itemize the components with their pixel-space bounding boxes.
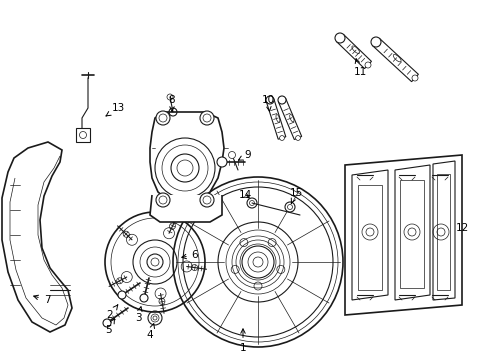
Circle shape	[200, 193, 214, 207]
Polygon shape	[265, 99, 285, 139]
Polygon shape	[394, 165, 429, 300]
Text: 8: 8	[168, 95, 175, 111]
Polygon shape	[150, 195, 222, 222]
Circle shape	[278, 96, 285, 104]
Polygon shape	[345, 155, 461, 315]
Polygon shape	[399, 180, 423, 288]
Text: 7: 7	[34, 295, 50, 305]
Circle shape	[118, 291, 126, 299]
Circle shape	[364, 62, 370, 68]
Polygon shape	[336, 35, 371, 69]
Circle shape	[103, 319, 111, 327]
Circle shape	[228, 152, 235, 158]
Circle shape	[370, 37, 380, 47]
Circle shape	[334, 33, 345, 43]
Polygon shape	[351, 170, 387, 300]
Circle shape	[156, 193, 170, 207]
Polygon shape	[2, 142, 72, 332]
Polygon shape	[76, 128, 90, 142]
Polygon shape	[372, 38, 418, 82]
Circle shape	[156, 111, 170, 125]
Text: 13: 13	[106, 103, 124, 116]
Text: 11: 11	[353, 59, 366, 77]
Text: 6: 6	[182, 250, 198, 260]
Text: 1: 1	[239, 329, 246, 353]
Circle shape	[285, 202, 294, 212]
Circle shape	[265, 96, 273, 104]
Text: 4: 4	[146, 324, 154, 340]
Polygon shape	[432, 161, 454, 300]
Circle shape	[246, 198, 257, 208]
Text: 10: 10	[261, 95, 274, 111]
Circle shape	[217, 157, 226, 167]
Circle shape	[279, 136, 284, 140]
Circle shape	[411, 75, 417, 81]
Circle shape	[295, 136, 300, 140]
Text: 12: 12	[454, 223, 468, 233]
Text: 2: 2	[106, 305, 118, 320]
Polygon shape	[436, 174, 449, 290]
Polygon shape	[278, 98, 301, 140]
Polygon shape	[357, 185, 381, 290]
Text: 14: 14	[238, 190, 251, 200]
Text: 15: 15	[289, 188, 302, 203]
Circle shape	[140, 294, 148, 302]
Text: 9: 9	[238, 150, 251, 160]
Circle shape	[200, 111, 214, 125]
Polygon shape	[150, 112, 224, 202]
Text: 3: 3	[134, 307, 142, 323]
Text: 5: 5	[104, 319, 114, 335]
